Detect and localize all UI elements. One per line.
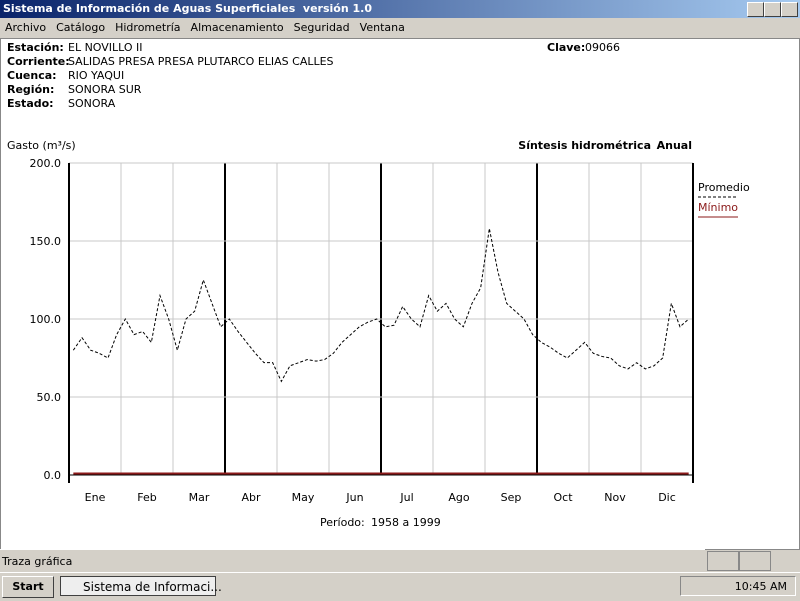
x-tick-label: Dic xyxy=(658,491,676,504)
menu-bar: Archivo Catálogo Hidrometría Almacenamiento… xyxy=(0,18,800,38)
start-button[interactable]: Start xyxy=(2,576,54,598)
field-value: RIO YAQUI xyxy=(68,69,125,82)
menu-item[interactable]: Almacenamiento xyxy=(190,21,284,34)
chart-title: Síntesis hidrométrica xyxy=(518,139,651,152)
chart-subtitle: Anual xyxy=(657,139,692,152)
x-tick-label: Mar xyxy=(189,491,210,504)
field-value: SONORA xyxy=(68,97,116,110)
period-label: Período: xyxy=(320,516,365,529)
menu-item[interactable]: Ventana xyxy=(359,21,405,34)
field-label: Corriente: xyxy=(7,55,70,68)
legend-label: Mínimo xyxy=(698,201,738,214)
x-tick-label: Nov xyxy=(604,491,626,504)
field-label: Estado: xyxy=(7,97,54,110)
x-tick-label: May xyxy=(292,491,315,504)
status-panel xyxy=(707,551,739,571)
menu-item[interactable]: Seguridad xyxy=(293,21,350,34)
clock: 10:45 AM xyxy=(680,576,796,596)
series-line xyxy=(72,228,690,383)
field-value: SONORA SUR xyxy=(68,83,142,96)
x-tick-label: Jun xyxy=(345,491,363,504)
menu-item[interactable]: Catálogo xyxy=(56,21,106,34)
x-tick-label: Abr xyxy=(241,491,261,504)
x-tick-label: Sep xyxy=(501,491,522,504)
x-tick-label: Feb xyxy=(137,491,156,504)
field-value: EL NOVILLO II xyxy=(68,41,143,54)
x-tick-label: Ago xyxy=(448,491,470,504)
window-title: Sistema de Información de Aguas Superfic… xyxy=(3,2,372,15)
x-tick-label: Ene xyxy=(85,491,106,504)
x-tick-label: Oct xyxy=(553,491,573,504)
title-bar: Sistema de Información de Aguas Superfic… xyxy=(0,0,800,18)
y-tick-label: 200.0 xyxy=(30,157,62,170)
minimize-button[interactable] xyxy=(747,2,764,17)
maximize-button[interactable] xyxy=(764,2,781,17)
y-tick-label: 0.0 xyxy=(44,469,62,482)
document-area: Gasto (m³/s) Síntesis hidrométrica Anual Pe… xyxy=(0,38,800,550)
y-tick-label: 50.0 xyxy=(37,391,62,404)
field-label: Región: xyxy=(7,83,55,96)
x-tick-label: Jul xyxy=(399,491,413,504)
task-button[interactable]: Sistema de Informaci... xyxy=(60,576,222,596)
field-label: Clave: xyxy=(547,41,586,54)
legend-label: Promedio xyxy=(698,181,750,194)
status-text: Traza gráfica xyxy=(2,555,73,568)
taskbar: Start Sistema de Informaci... 10:45 AM xyxy=(0,572,800,601)
menu-item[interactable]: Hidrometría xyxy=(115,21,181,34)
field-label: Estación: xyxy=(7,41,64,54)
period: 1958 a 1999 xyxy=(371,516,441,529)
status-panel xyxy=(739,551,771,571)
close-button[interactable] xyxy=(781,2,798,17)
chart: Gasto (m³/s) Síntesis hidrométrica Anual Pe… xyxy=(7,139,750,529)
menu-item[interactable]: Archivo xyxy=(5,21,47,34)
y-tick-label: 100.0 xyxy=(30,313,62,326)
y-axis-label: Gasto (m³/s) xyxy=(7,139,76,152)
y-tick-label: 150.0 xyxy=(30,235,62,248)
field-value: SALIDAS PRESA PRESA PLUTARCO ELIAS CALLE… xyxy=(68,55,334,68)
field-label: Cuenca: xyxy=(7,69,57,82)
field-value: 09066 xyxy=(585,41,620,54)
status-bar: Traza gráfica xyxy=(0,549,705,572)
